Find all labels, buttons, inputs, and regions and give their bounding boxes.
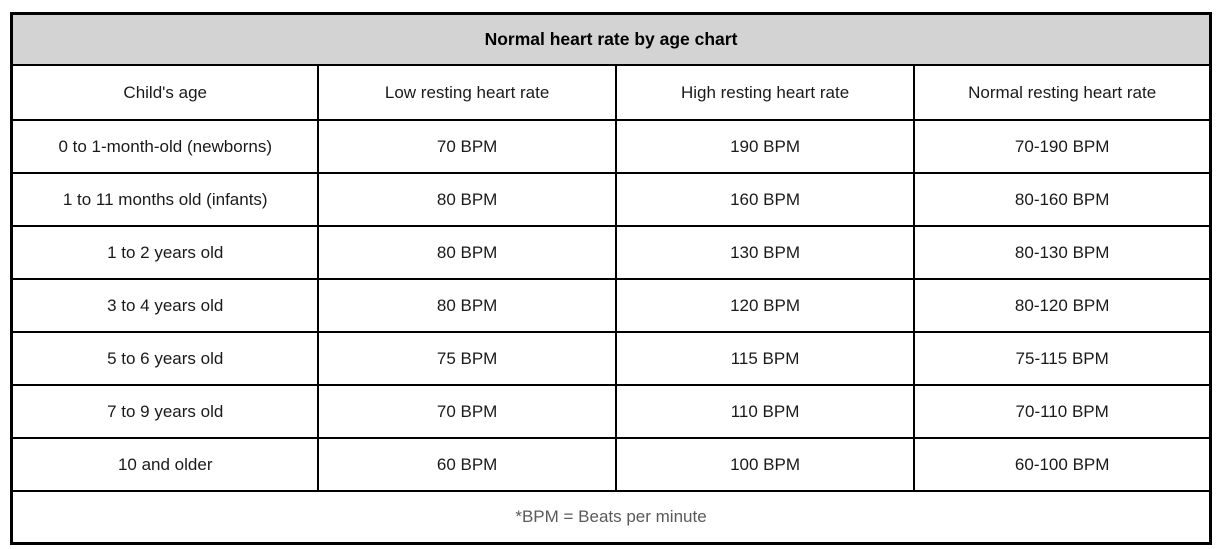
cell-low-bpm: 60 BPM	[317, 437, 617, 492]
cell-high-bpm: 115 BPM	[614, 331, 916, 386]
cell-age: 7 to 9 years old	[10, 384, 320, 439]
cell-age: 1 to 2 years old	[10, 225, 320, 280]
cell-normal-bpm: 75-115 BPM	[913, 331, 1212, 386]
column-header-low-resting-heart-rate: Low resting heart rate	[317, 64, 617, 121]
cell-low-bpm: 80 BPM	[317, 225, 617, 280]
cell-age: 5 to 6 years old	[10, 331, 320, 386]
cell-low-bpm: 75 BPM	[317, 331, 617, 386]
cell-normal-bpm: 80-130 BPM	[913, 225, 1212, 280]
table-footnote-row: *BPM = Beats per minute	[10, 490, 1212, 545]
column-header-high-resting-heart-rate: High resting heart rate	[614, 64, 916, 121]
table-header-row: Child's age Low resting heart rate High …	[10, 64, 1212, 121]
bpm-footnote: *BPM = Beats per minute	[10, 490, 1212, 545]
table-title: Normal heart rate by age chart	[10, 12, 1212, 66]
table-title-row: Normal heart rate by age chart	[10, 12, 1212, 66]
cell-low-bpm: 70 BPM	[317, 384, 617, 439]
table-row-infants: 1 to 11 months old (infants) 80 BPM 160 …	[10, 172, 1212, 227]
table-row-3-to-4-years: 3 to 4 years old 80 BPM 120 BPM 80-120 B…	[10, 278, 1212, 333]
cell-age: 0 to 1-month-old (newborns)	[10, 119, 320, 174]
table-row-newborns: 0 to 1-month-old (newborns) 70 BPM 190 B…	[10, 119, 1212, 174]
cell-low-bpm: 70 BPM	[317, 119, 617, 174]
cell-normal-bpm: 70-110 BPM	[913, 384, 1212, 439]
heart-rate-table: Normal heart rate by age chart Child's a…	[10, 12, 1212, 545]
cell-high-bpm: 190 BPM	[614, 119, 916, 174]
column-header-normal-resting-heart-rate: Normal resting heart rate	[913, 64, 1212, 121]
cell-normal-bpm: 80-160 BPM	[913, 172, 1212, 227]
column-header-childs-age: Child's age	[10, 64, 320, 121]
table-row-7-to-9-years: 7 to 9 years old 70 BPM 110 BPM 70-110 B…	[10, 384, 1212, 439]
cell-high-bpm: 120 BPM	[614, 278, 916, 333]
cell-normal-bpm: 80-120 BPM	[913, 278, 1212, 333]
table-row-10-and-older: 10 and older 60 BPM 100 BPM 60-100 BPM	[10, 437, 1212, 492]
cell-age: 3 to 4 years old	[10, 278, 320, 333]
cell-normal-bpm: 60-100 BPM	[913, 437, 1212, 492]
cell-high-bpm: 130 BPM	[614, 225, 916, 280]
cell-normal-bpm: 70-190 BPM	[913, 119, 1212, 174]
cell-low-bpm: 80 BPM	[317, 172, 617, 227]
cell-low-bpm: 80 BPM	[317, 278, 617, 333]
cell-age: 10 and older	[10, 437, 320, 492]
table-row-1-to-2-years: 1 to 2 years old 80 BPM 130 BPM 80-130 B…	[10, 225, 1212, 280]
cell-high-bpm: 110 BPM	[614, 384, 916, 439]
cell-high-bpm: 160 BPM	[614, 172, 916, 227]
cell-age: 1 to 11 months old (infants)	[10, 172, 320, 227]
table-row-5-to-6-years: 5 to 6 years old 75 BPM 115 BPM 75-115 B…	[10, 331, 1212, 386]
cell-high-bpm: 100 BPM	[614, 437, 916, 492]
